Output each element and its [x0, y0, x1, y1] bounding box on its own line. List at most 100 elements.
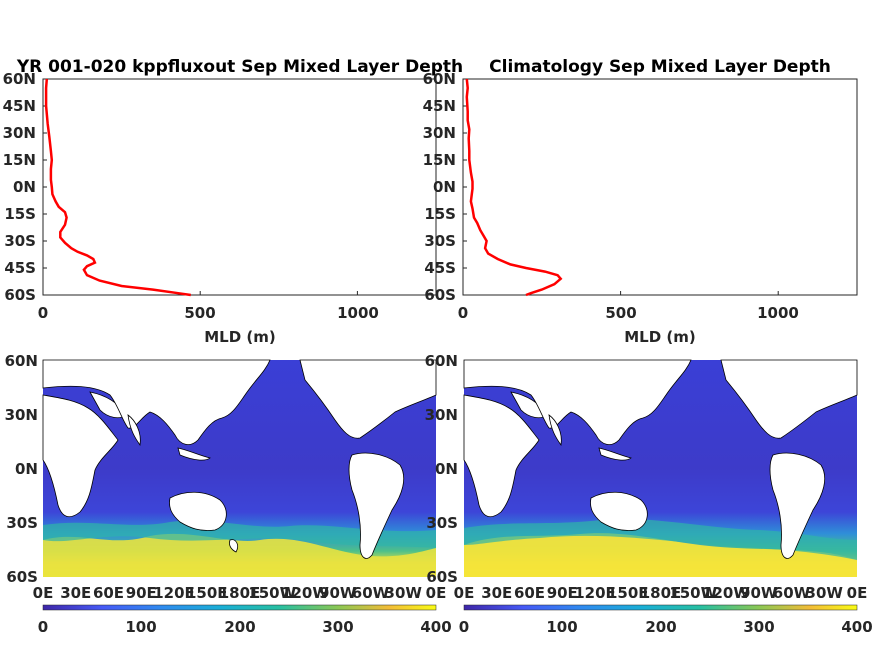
- y-tick-label: 60S: [426, 568, 458, 586]
- south-america: [348, 452, 405, 559]
- y-tick-label: 15S: [424, 205, 456, 223]
- x-tick-label: 30W: [806, 584, 844, 602]
- series-line: [44, 78, 191, 297]
- x-tick-label: 0E: [33, 584, 54, 602]
- y-tick-label: 0N: [435, 460, 458, 478]
- x-tick-labels: 0 500 1000: [458, 304, 799, 322]
- x-tick-label: 30W: [385, 584, 423, 602]
- y-tick-label: 60N: [423, 70, 456, 88]
- x-tick-label: 0: [458, 304, 468, 322]
- southern-ocean-band: [43, 533, 436, 577]
- y-tick-label: 45S: [4, 259, 36, 277]
- y-tick-label: 30S: [426, 514, 458, 532]
- x-tick-label: 150E: [607, 584, 649, 602]
- y-tick-label: 60N: [3, 70, 36, 88]
- y-tick-label: 45N: [3, 97, 36, 115]
- colorbar-tick-label: 100: [546, 618, 577, 636]
- y-tick-label: 30N: [425, 406, 458, 424]
- y-tick-label: 0N: [15, 460, 38, 478]
- southern-ocean-band: [464, 533, 857, 577]
- x-tick-label: 0E: [454, 584, 475, 602]
- north-america: [299, 359, 437, 439]
- southern-ocean-cyan: [43, 520, 436, 548]
- map-right-x-ticks: 0E 30E 60E 90E120E150E180E150W120W90W60W30W…: [454, 584, 868, 602]
- south-america: [769, 452, 826, 559]
- colorbar-tick-label: 0: [459, 618, 469, 636]
- y-tick-label: 60N: [5, 352, 38, 370]
- plot-area: [462, 78, 858, 296]
- x-tick-label: 150W: [248, 584, 296, 602]
- india: [127, 414, 141, 447]
- southern-ocean-cyan: [464, 518, 857, 560]
- series-line: [465, 78, 563, 297]
- x-tick-label: 180E: [219, 584, 261, 602]
- x-tick-label: 60E: [93, 584, 124, 602]
- map-panel-model: [42, 359, 437, 577]
- y-tick-labels: 60N 45N 30N 15N 0N 15S 30S 45S 60S: [423, 70, 456, 304]
- colorbar-tick-label: 0: [38, 618, 48, 636]
- colorbar: [42, 604, 437, 611]
- y-tick-label: 15N: [3, 151, 36, 169]
- colorbar-tick-label: 300: [322, 618, 353, 636]
- y-tick-label: 30N: [5, 406, 38, 424]
- africa: [463, 394, 540, 518]
- x-tick-label: 180E: [640, 584, 682, 602]
- x-tick-label: 150E: [186, 584, 228, 602]
- x-tick-label: 120E: [574, 584, 616, 602]
- land-masses: [42, 359, 437, 559]
- map-right-y-ticks: 60N 30N 0N 30S 60S: [425, 352, 458, 586]
- india: [548, 414, 562, 447]
- x-tick-label: 90E: [547, 584, 578, 602]
- x-tick-label: 30E: [481, 584, 512, 602]
- x-tick-label: 60W: [773, 584, 811, 602]
- y-tick-label: 15N: [423, 151, 456, 169]
- x-tick-label: 150W: [669, 584, 717, 602]
- y-tick-label: 0N: [433, 178, 456, 196]
- profile-panel-climatology: Climatology Sep Mixed Layer Depth MLD (m…: [423, 57, 858, 346]
- eurasia: [463, 359, 692, 445]
- map-left-x-ticks: 0E 30E 60E 90E120E150E180E150W120W90W60W30W…: [33, 584, 447, 602]
- indonesia: [177, 447, 211, 461]
- chart-title: YR 001-020 kppfluxout Sep Mixed Layer De…: [16, 57, 463, 77]
- y-tick-label: 45N: [423, 97, 456, 115]
- profile-panel-model: YR 001-020 kppfluxout Sep Mixed Layer De…: [3, 57, 464, 346]
- y-tick-label: 15S: [4, 205, 36, 223]
- x-tick-label: 500: [605, 304, 636, 322]
- x-axis-label: MLD (m): [204, 328, 276, 346]
- x-tick-label: 0: [38, 304, 48, 322]
- antarctic-peninsula: [229, 539, 238, 553]
- colorbar-right: 0 100 200 300 400: [459, 604, 873, 636]
- y-tick-labels: 60N 45N 30N 15N 0N 15S 30S 45S 60S: [3, 70, 36, 304]
- colorbar-tick-label: 300: [743, 618, 774, 636]
- land-masses: [463, 359, 858, 559]
- x-tick-label: 500: [184, 304, 215, 322]
- x-tick-label: 1000: [757, 304, 799, 322]
- map-left-y-ticks: 60N 30N 0N 30S 60S: [5, 352, 38, 586]
- y-tick-label: 30N: [423, 124, 456, 142]
- x-tick-label: 1000: [337, 304, 379, 322]
- map-panel-climatology: [463, 359, 858, 577]
- australia: [590, 491, 648, 531]
- y-tick-label: 60S: [6, 568, 38, 586]
- x-tick-label: 0E: [847, 584, 868, 602]
- axis-ticks: [462, 78, 779, 296]
- colorbar-tick-label: 200: [645, 618, 676, 636]
- africa: [42, 394, 119, 518]
- x-tick-label: 30E: [60, 584, 91, 602]
- y-tick-label: 0N: [13, 178, 36, 196]
- x-axis-label: MLD (m): [624, 328, 696, 346]
- x-tick-label: 90W: [740, 584, 778, 602]
- plot-area: [42, 78, 437, 296]
- x-tick-labels: 0 500 1000: [38, 304, 379, 322]
- x-tick-label: 0E: [426, 584, 447, 602]
- colorbar-tick-label: 400: [420, 618, 451, 636]
- australia: [169, 491, 227, 531]
- x-tick-label: 120W: [702, 584, 750, 602]
- y-tick-label: 30S: [424, 232, 456, 250]
- colorbar-tick-label: 400: [841, 618, 872, 636]
- colorbar-left: 0 100 200 300 400: [38, 604, 452, 636]
- north-america: [720, 359, 858, 439]
- y-tick-label: 30S: [6, 514, 38, 532]
- colorbar: [463, 604, 858, 611]
- eurasia: [42, 359, 271, 445]
